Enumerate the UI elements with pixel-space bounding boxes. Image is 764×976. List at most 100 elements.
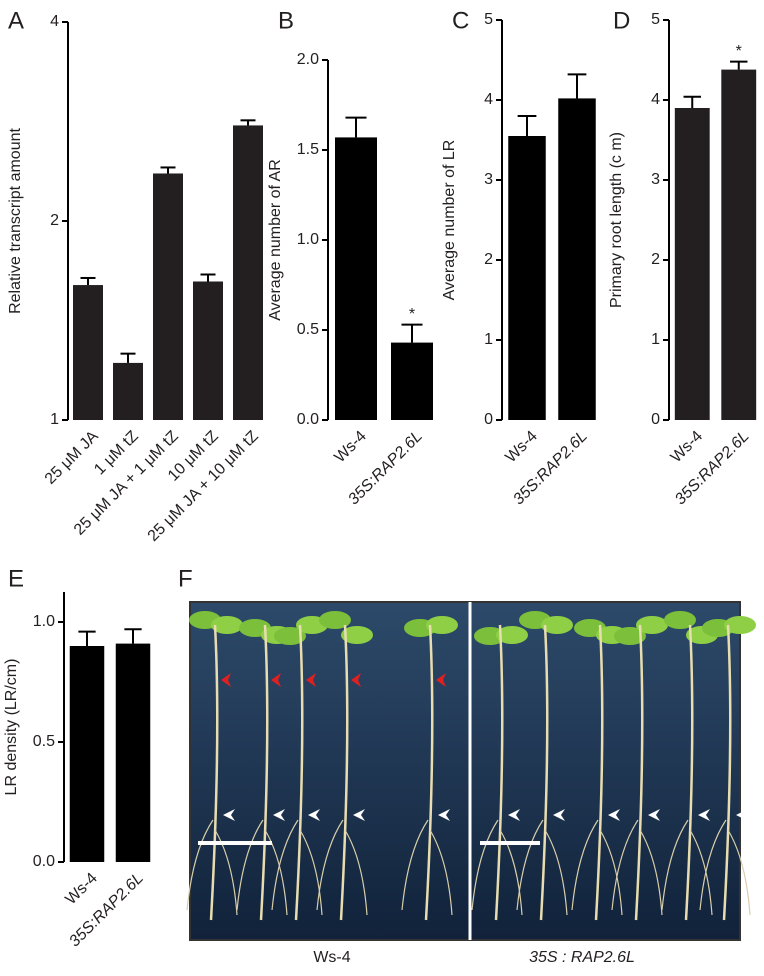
root: [294, 624, 304, 921]
panel-letter: C: [452, 7, 469, 34]
bar: [113, 362, 143, 420]
bar: [558, 98, 596, 421]
arrowhead: [698, 809, 710, 821]
leaf: [541, 616, 573, 634]
y-tick-label: 2: [50, 212, 59, 229]
root: [634, 624, 644, 921]
lateral-root: [471, 819, 523, 916]
y-tick-label: 0.0: [297, 411, 319, 428]
leaf: [496, 626, 528, 644]
panel-letter: A: [8, 7, 24, 34]
bar: [153, 173, 183, 420]
photo: [189, 601, 741, 941]
arrowhead: [508, 809, 520, 821]
y-tick-label: 0.0: [33, 853, 55, 870]
lateral-root: [316, 819, 368, 916]
y-tick-label: 0: [651, 411, 660, 428]
y-tick-label: 1.5: [297, 141, 319, 158]
y-tick-label: 3: [651, 171, 660, 188]
y-tick-label: 1: [484, 331, 493, 348]
y-tick-label: 2.0: [297, 51, 319, 68]
photo-caption: 35S : RAP2.6L: [529, 949, 635, 966]
arrowhead: [308, 809, 320, 821]
y-axis-label: Primary root length (c m): [608, 132, 625, 308]
photo-caption: Ws-4: [313, 949, 350, 966]
bar: [69, 646, 105, 862]
significance: *: [409, 306, 415, 323]
bar: [508, 136, 546, 420]
lateral-root: [516, 819, 568, 916]
bar: [335, 137, 377, 420]
leaf: [636, 616, 668, 634]
lateral-root: [661, 819, 713, 916]
arrowhead: [273, 809, 285, 821]
panel-letter: E: [8, 565, 24, 592]
y-axis-label: LR density (LR/cm): [3, 659, 20, 796]
root: [684, 624, 694, 921]
arrowhead: [648, 809, 660, 821]
y-tick-label: 4: [484, 91, 493, 108]
x-tick-label: Ws-4: [668, 428, 706, 466]
seedlings: [186, 611, 756, 921]
leaf: [426, 616, 458, 634]
arrowhead: [351, 673, 361, 687]
leaf: [211, 616, 243, 634]
root: [494, 624, 504, 921]
arrowhead: [223, 809, 235, 821]
y-tick-label: 0.5: [297, 321, 319, 338]
lateral-root: [271, 819, 323, 916]
lateral-root: [699, 819, 751, 916]
arrowhead: [608, 809, 620, 821]
arrowhead: [353, 809, 365, 821]
root: [209, 624, 219, 921]
y-tick-label: 5: [651, 11, 660, 28]
y-tick-label: 1: [50, 411, 59, 428]
bar: [193, 281, 223, 420]
bar: [115, 643, 151, 862]
leaf: [664, 611, 696, 629]
panel-letter: F: [178, 565, 193, 592]
y-axis-label: Average number of AR: [267, 159, 284, 321]
leaf: [724, 616, 756, 634]
lateral-root: [401, 819, 453, 916]
root: [722, 624, 732, 921]
x-tick-label: Ws-4: [62, 870, 100, 908]
x-tick-label: 25 μM JA: [42, 428, 102, 488]
y-tick-label: 5: [484, 11, 493, 28]
bar: [391, 342, 433, 420]
bar: [233, 125, 263, 420]
panel-letter: D: [613, 7, 630, 34]
y-tick-label: 4: [50, 13, 59, 30]
bar: [674, 108, 710, 420]
arrowhead: [221, 673, 231, 687]
root: [259, 624, 269, 921]
y-axis-label: Average number of LR: [441, 140, 458, 301]
bar: [73, 285, 103, 420]
arrowhead: [438, 809, 450, 821]
y-tick-label: 1.0: [297, 231, 319, 248]
lateral-root: [571, 819, 623, 916]
y-tick-label: 0.5: [33, 733, 55, 750]
y-tick-label: 4: [651, 91, 660, 108]
x-tick-label: Ws-4: [502, 428, 540, 466]
arrowhead: [436, 673, 446, 687]
leaf: [614, 627, 646, 645]
root: [539, 624, 549, 921]
y-tick-label: 2: [651, 251, 660, 268]
arrowhead: [271, 673, 281, 687]
leaf: [319, 611, 351, 629]
root: [594, 624, 604, 921]
significance: *: [736, 43, 742, 60]
arrowhead: [553, 809, 565, 821]
leaf: [341, 626, 373, 644]
x-tick-label: Ws-4: [331, 428, 369, 466]
lateral-root: [186, 819, 238, 916]
y-tick-label: 1: [651, 331, 660, 348]
y-axis-label: Relative transcript amount: [7, 128, 24, 314]
root: [424, 624, 434, 921]
bar: [721, 69, 757, 420]
y-tick-label: 0: [484, 411, 493, 428]
panel-letter: B: [278, 7, 294, 34]
leaf: [274, 627, 306, 645]
root: [339, 624, 349, 921]
